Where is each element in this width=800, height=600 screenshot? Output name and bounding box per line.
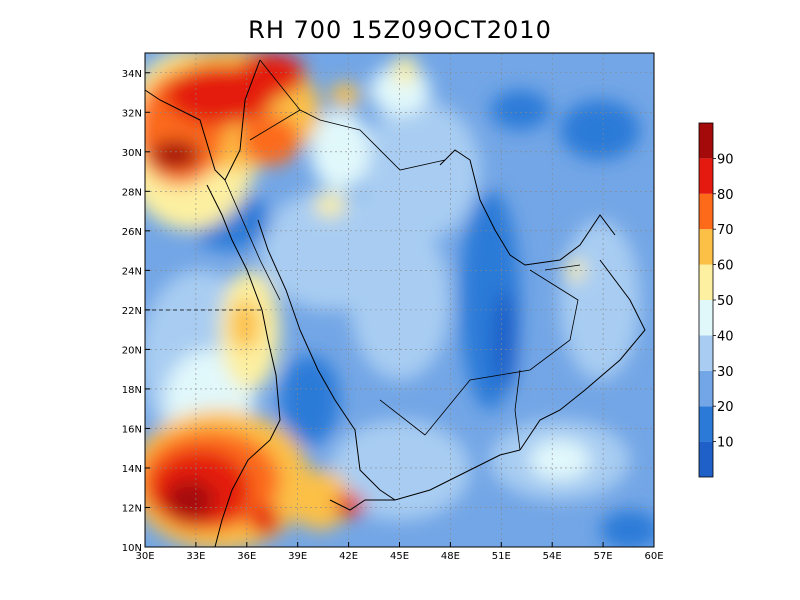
colorbar-swatch	[699, 335, 713, 371]
lon-tick-label: 42E	[339, 551, 358, 562]
colorbar-swatch	[699, 229, 713, 265]
latitude-axis: 10N 12N 14N 16N 18N 20N 22N 24N 26N 28N 30N 32N 34N	[122, 69, 150, 554]
colorbar-swatch	[699, 406, 713, 442]
colorbar-swatch	[699, 158, 713, 194]
lat-tick-label: 30N	[122, 148, 142, 159]
lon-tick-label: 60E	[644, 551, 663, 562]
lat-tick-label: 18N	[122, 385, 142, 396]
map-gridlines	[145, 53, 654, 547]
colorbar-swatch	[699, 193, 713, 230]
colorbar-swatch	[699, 264, 713, 300]
lat-tick-label: 22N	[122, 306, 142, 317]
lon-tick-label: 51E	[492, 551, 511, 562]
colorbar-label: 60	[717, 259, 734, 274]
lon-tick-label: 57E	[594, 551, 613, 562]
colorbar-swatch	[699, 300, 713, 336]
lon-tick-label: 30E	[135, 551, 154, 562]
colorbar-label: 40	[717, 329, 734, 344]
lat-tick-label: 24N	[122, 266, 142, 277]
colorbar: 10 20 30 40 50 60 70 80 90	[698, 122, 734, 478]
lon-tick-label: 36E	[237, 551, 256, 562]
colorbar-label: 30	[717, 365, 734, 380]
longitude-axis: 30E 33E 36E 39E 42E 45E 48E 51E 54E 57E 60E	[135, 542, 664, 562]
colorbar-label: 50	[717, 294, 734, 309]
colorbar-label: 90	[717, 152, 734, 167]
colorbar-swatch	[699, 370, 713, 407]
lat-tick-label: 28N	[122, 187, 142, 198]
colorbar-label: 70	[717, 223, 734, 238]
lon-tick-label: 45E	[390, 551, 409, 562]
lat-tick-label: 12N	[122, 503, 142, 514]
lon-tick-label: 54E	[543, 551, 562, 562]
lat-tick-label: 10N	[122, 543, 142, 554]
lat-tick-label: 20N	[122, 345, 142, 356]
map-title: RH 700 15Z09OCT2010	[248, 16, 552, 44]
lat-tick-label: 26N	[122, 227, 142, 238]
colorbar-label: 80	[717, 188, 734, 203]
colorbar-swatch	[699, 123, 713, 159]
lon-tick-label: 33E	[186, 551, 205, 562]
lon-tick-label: 39E	[288, 551, 307, 562]
colorbar-swatch	[699, 441, 713, 477]
lat-tick-label: 16N	[122, 424, 142, 435]
lat-tick-label: 34N	[122, 69, 142, 80]
lat-tick-label: 14N	[122, 464, 142, 475]
country-borders	[144, 59, 646, 548]
lon-tick-label: 48E	[441, 551, 460, 562]
lat-tick-label: 32N	[122, 108, 142, 119]
colorbar-label: 10	[717, 436, 734, 451]
colorbar-label: 20	[717, 400, 734, 415]
